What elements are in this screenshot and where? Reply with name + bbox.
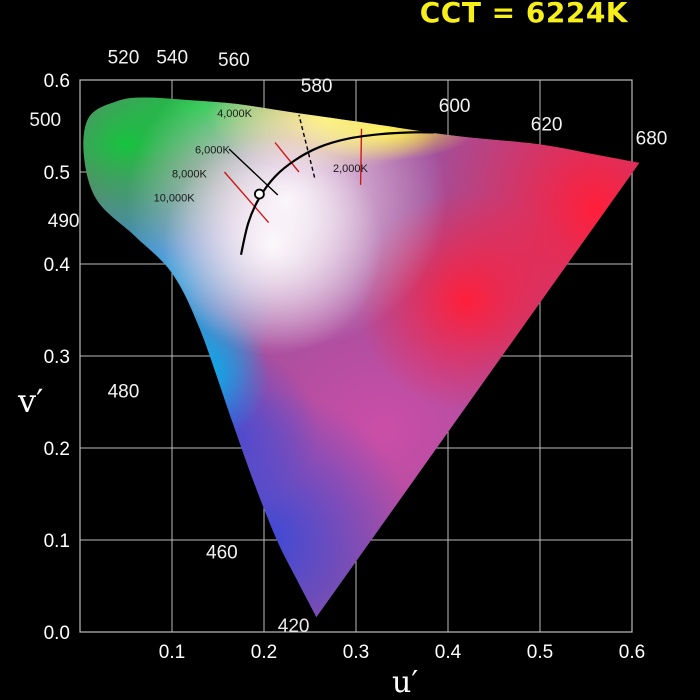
isotherm-line <box>298 114 316 178</box>
tick-labels: 0.1 0.2 0.3 0.4 0.5 0.6 0.0 0.1 0.2 0.3 0.4 0.5 0.6 <box>44 71 646 663</box>
isotherm-line <box>274 142 300 173</box>
isotherm-label: 6,000K <box>195 145 231 157</box>
planckian-curve <box>239 131 435 256</box>
y-tick-label: 0.3 <box>44 347 70 368</box>
gamut-color-blend <box>83 97 640 618</box>
wavelength-label: 580 <box>301 76 333 97</box>
y-axis-title: v′ <box>17 382 43 420</box>
x-tick-label: 0.1 <box>159 642 185 663</box>
isotherm-line <box>223 171 270 224</box>
y-tick-label: 0.6 <box>44 71 70 92</box>
wavelength-label: 480 <box>108 381 140 402</box>
isotherm-line <box>359 128 363 185</box>
x-tick-label: 0.4 <box>435 642 462 663</box>
isotherm-label: 4,000K <box>217 108 253 120</box>
y-tick-label: 0.4 <box>44 255 71 276</box>
y-tick-label: 0.2 <box>44 439 70 460</box>
y-tick-label: 0.0 <box>44 623 70 644</box>
x-tick-label: 0.5 <box>527 642 553 663</box>
isotherm-line <box>228 148 279 196</box>
wavelength-label: 540 <box>156 47 188 68</box>
wavelength-labels: 520 540 560 580 600 620 680 500 490 480 460 420 <box>29 47 667 637</box>
isotherm-label: 8,000K <box>172 169 208 181</box>
isotherm-label: 10,000K <box>154 192 196 204</box>
wavelength-label: 560 <box>218 50 250 71</box>
x-tick-label: 0.3 <box>343 642 369 663</box>
planckian-locus <box>239 131 435 256</box>
cct-marker <box>253 188 265 200</box>
gamut-fill <box>83 97 640 618</box>
y-tick-label: 0.1 <box>44 531 70 552</box>
wavelength-label: 490 <box>48 211 80 232</box>
wavelength-label: 520 <box>108 47 140 68</box>
wavelength-label: 500 <box>29 110 61 131</box>
x-tick-label: 0.6 <box>619 642 645 663</box>
isotherm-label: 2,000K <box>333 163 369 175</box>
wavelength-label: 460 <box>206 542 238 563</box>
wavelength-label: 620 <box>531 115 563 136</box>
x-tick-label: 0.2 <box>251 642 277 663</box>
y-tick-label: 0.5 <box>44 163 70 184</box>
cct-readout: CCT = 6224K <box>419 0 628 29</box>
isotherm-lines: 2,000K 4,000K 6,000K 8,000K 10,000K <box>154 108 369 224</box>
wavelength-label: 420 <box>278 616 310 637</box>
wavelength-label: 680 <box>636 128 668 149</box>
wavelength-label: 600 <box>439 96 471 117</box>
x-axis-title: u′ <box>392 665 418 700</box>
